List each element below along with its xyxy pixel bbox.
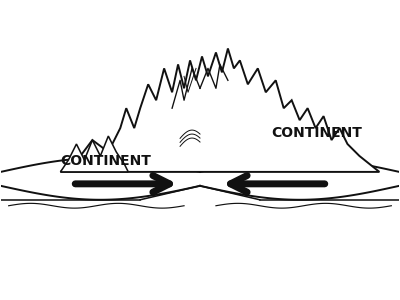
Polygon shape (60, 49, 379, 172)
Polygon shape (60, 136, 128, 172)
Text: CONTINENT: CONTINENT (272, 126, 363, 140)
Text: CONTINENT: CONTINENT (60, 154, 151, 168)
